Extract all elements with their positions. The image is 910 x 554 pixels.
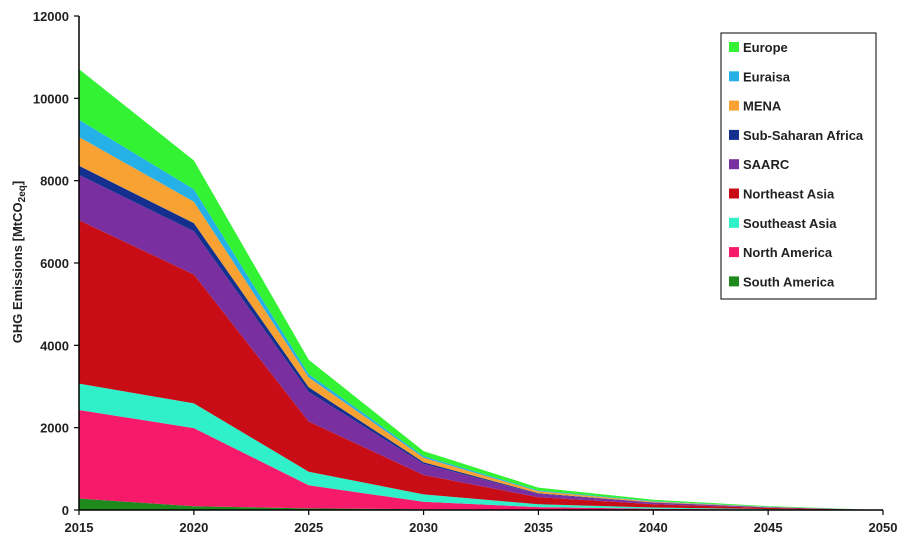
y-tick-label: 8000 [40,174,69,189]
y-tick-label: 6000 [40,256,69,271]
legend-swatch-north-america [729,247,739,258]
legend-swatch-southeast-asia [729,217,739,228]
x-tick-label: 2030 [409,520,438,535]
x-tick-label: 2040 [639,520,668,535]
legend-swatch-europe [729,42,739,52]
area-southeast-asia [79,383,883,510]
y-tick-label: 12000 [33,9,69,24]
x-tick-label: 2020 [179,520,208,535]
legend-swatch-sub-saharan-africa [729,129,739,140]
x-tick-label: 2035 [524,520,553,535]
legend-label-north-america: North America [743,245,833,260]
legend-label-euraisa: Euraisa [743,69,791,84]
legend: Europe Euraisa MENA Sub-Saharan Africa SAARC… [720,32,877,300]
x-tick-label: 2015 [65,520,94,535]
x-tick-label: 2045 [754,520,783,535]
legend-swatch-saarc [729,159,739,170]
legend-label-southeast-asia: Southeast Asia [743,216,837,231]
area-north-america [79,410,883,510]
y-tick-label: 0 [62,503,69,518]
x-tick-label: 2025 [294,520,323,535]
legend-label-mena: MENA [743,99,782,114]
legend-swatch-mena [729,100,739,111]
y-tick-label: 4000 [40,338,69,353]
y-axis-ticks: 0 2000 4000 6000 8000 10000 12000 [33,9,79,518]
area-northeast-asia [79,220,883,510]
legend-swatch-south-america [729,276,739,287]
legend-label-northeast-asia: Northeast Asia [743,187,835,202]
legend-swatch-northeast-asia [729,188,739,199]
x-axis-ticks: 2015 2020 2025 2030 2035 2040 2045 2050 [65,510,898,535]
y-tick-label: 2000 [40,421,69,436]
area-south-america [79,498,883,510]
x-tick-label: 2050 [869,520,898,535]
legend-label-south-america: South America [743,274,835,289]
stacked-areas [79,69,883,511]
y-tick-label: 10000 [33,91,69,106]
legend-label-saarc: SAARC [743,157,790,172]
legend-label-europe: Europe [743,40,788,55]
legend-swatch-euraisa [729,71,739,82]
y-axis-label: GHG Emissions [MtCO2eq] [10,181,28,343]
legend-label-sub-saharan-africa: Sub-Saharan Africa [743,128,864,143]
